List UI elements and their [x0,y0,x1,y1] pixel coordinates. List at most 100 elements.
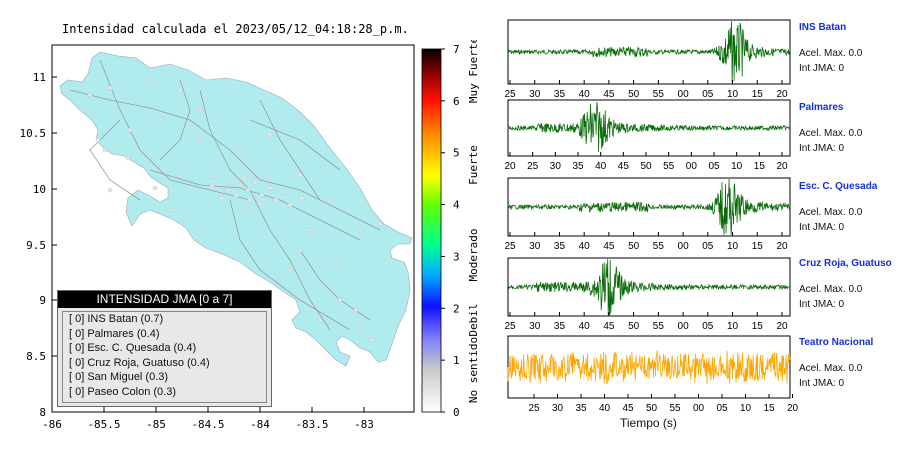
station-name: Teatro Nacional [799,337,874,348]
station-jma: Int JMA: 0 [799,63,845,74]
waveform-tick-label: 40 [599,403,611,414]
station-dot [353,307,359,313]
waveform-tick-label: 10 [731,161,743,172]
station-dot [333,257,339,263]
waveform-tick-label: 15 [763,403,775,414]
station-dot [125,155,131,161]
waveform-tick-label: 10 [740,403,752,414]
waveform-tick-label: 20 [776,241,788,252]
waveform-tick-label: 40 [595,161,607,172]
station-accel: Acel. Max. 0.0 [799,363,863,374]
map-x-tick-label: -85.5 [87,418,120,431]
waveform-tick-label: 30 [529,321,541,332]
map-y-tick-label: 8.5 [26,350,46,363]
station-dot [317,317,323,323]
waveform-tick-label: 05 [716,403,728,414]
station-dot [241,175,247,181]
station-dot [265,173,271,179]
waveform-tick-label: 15 [752,89,764,100]
waveform-tick-label: 00 [693,403,705,414]
waveform-tick-label: 30 [529,241,541,252]
waveform-tick-label: 30 [552,403,564,414]
station-dot [229,179,235,185]
station-dot [102,147,108,153]
waveform-tick-label: 35 [575,403,587,414]
station-dot [237,182,243,188]
map-x-ticks: -86 -85.5 -85 -84.5 -84 -83.5 -83 [42,407,374,431]
colorbar-gradient [421,48,442,413]
waveform-tick-label: 50 [628,89,640,100]
station-dot [107,187,113,193]
colorbar-tick-label: 3 [453,250,460,263]
waveform-trace [507,258,791,316]
station-dot [257,201,263,207]
waveform-tick-label: 50 [628,321,640,332]
waveform-tick-label: 05 [702,89,714,100]
colorbar-tick-label: 0 [453,406,460,419]
waveform-tick-label: 25 [528,403,540,414]
waveform-tick-label: 55 [653,89,665,100]
waveform-tick-label: 40 [579,241,591,252]
station-dot [267,132,273,138]
station-dot [147,77,153,83]
waveform-tick-label: 30 [529,89,541,100]
colorbar-tick-label: 6 [453,95,460,108]
waveform-tick-label: 00 [686,161,698,172]
station-accel: Acel. Max. 0.0 [799,128,863,139]
waveform-tick-label: 05 [702,321,714,332]
legend-item: [ 0] Paseo Colon (0.3) [69,385,177,398]
station-dot [107,85,113,91]
station-info: Acel. Max. 0.0 Int JMA: 0 [799,46,862,76]
map-y-tick-label: 9 [39,294,46,307]
colorbar-category-label: Muy Fuerte [467,40,480,103]
station-dot [357,327,363,333]
waveform-tick-label: 20 [776,321,788,332]
station-jma: Int JMA: 0 [799,299,845,310]
station-info: Acel. Max. 0.0 Int JMA: 0 [799,282,862,312]
station-dot [243,205,249,211]
waveform-tick-label: 05 [708,161,720,172]
colorbar-category-label: Debil [467,303,480,336]
map-y-tick-label: 9.5 [26,239,46,252]
colorbar-tick-label: 5 [453,147,460,160]
station-name: Palmares [799,102,844,113]
station-jma: Int JMA: 0 [799,378,845,389]
station-info: Acel. Max. 0.0 Int JMA: 0 [799,126,862,156]
waveform-tick-label: 55 [669,403,681,414]
station-dot [95,137,101,143]
waveform-tick-label: 50 [646,403,658,414]
legend-item: [ 0] Cruz Roja, Guatuso (0.4) [69,356,210,369]
legend-item: [ 0] Esc. C. Quesada (0.4) [69,342,197,354]
station-dot [287,202,293,208]
waveform-panels: 25 30 35 40 45 50 55 00 05 10 15 20 20 25 30 35 40 45 50 55… [504,19,799,414]
waveform-tick-label: 35 [554,89,566,100]
station-dot [209,183,215,189]
station-dot [267,185,273,191]
waveform-trace [507,350,791,385]
waveform-trace [507,178,791,236]
waveform-tick-label: 20 [787,403,799,414]
map-y-tick-label: 10.5 [20,127,47,140]
waveform-tick-label: 35 [554,241,566,252]
waveform-tick-label: 25 [504,241,516,252]
waveform-tick-label: 15 [754,161,766,172]
legend-item: [ 0] San Miguel (0.3) [69,371,169,383]
station-accel: Acel. Max. 0.0 [799,207,863,218]
waveform-tick-label: 30 [550,161,562,172]
waveform-tick-label: 45 [622,403,634,414]
map-x-tick-label: -84 [250,418,270,431]
waveform-tick-label: 10 [727,241,739,252]
station-dot [87,92,93,98]
station-dots [87,77,383,343]
station-dot [197,107,203,113]
waveform-tick-label: 50 [628,241,640,252]
station-dot [279,189,285,195]
waveform-tick-label: 05 [702,241,714,252]
station-dot [357,227,363,233]
waveform-tick-label: 50 [640,161,652,172]
waveform-tick-label: 00 [678,241,690,252]
station-dot [307,227,313,233]
map-x-tick-label: -86 [42,418,62,431]
waveform-tick-label: 15 [752,241,764,252]
station-jma: Int JMA: 0 [799,143,845,154]
